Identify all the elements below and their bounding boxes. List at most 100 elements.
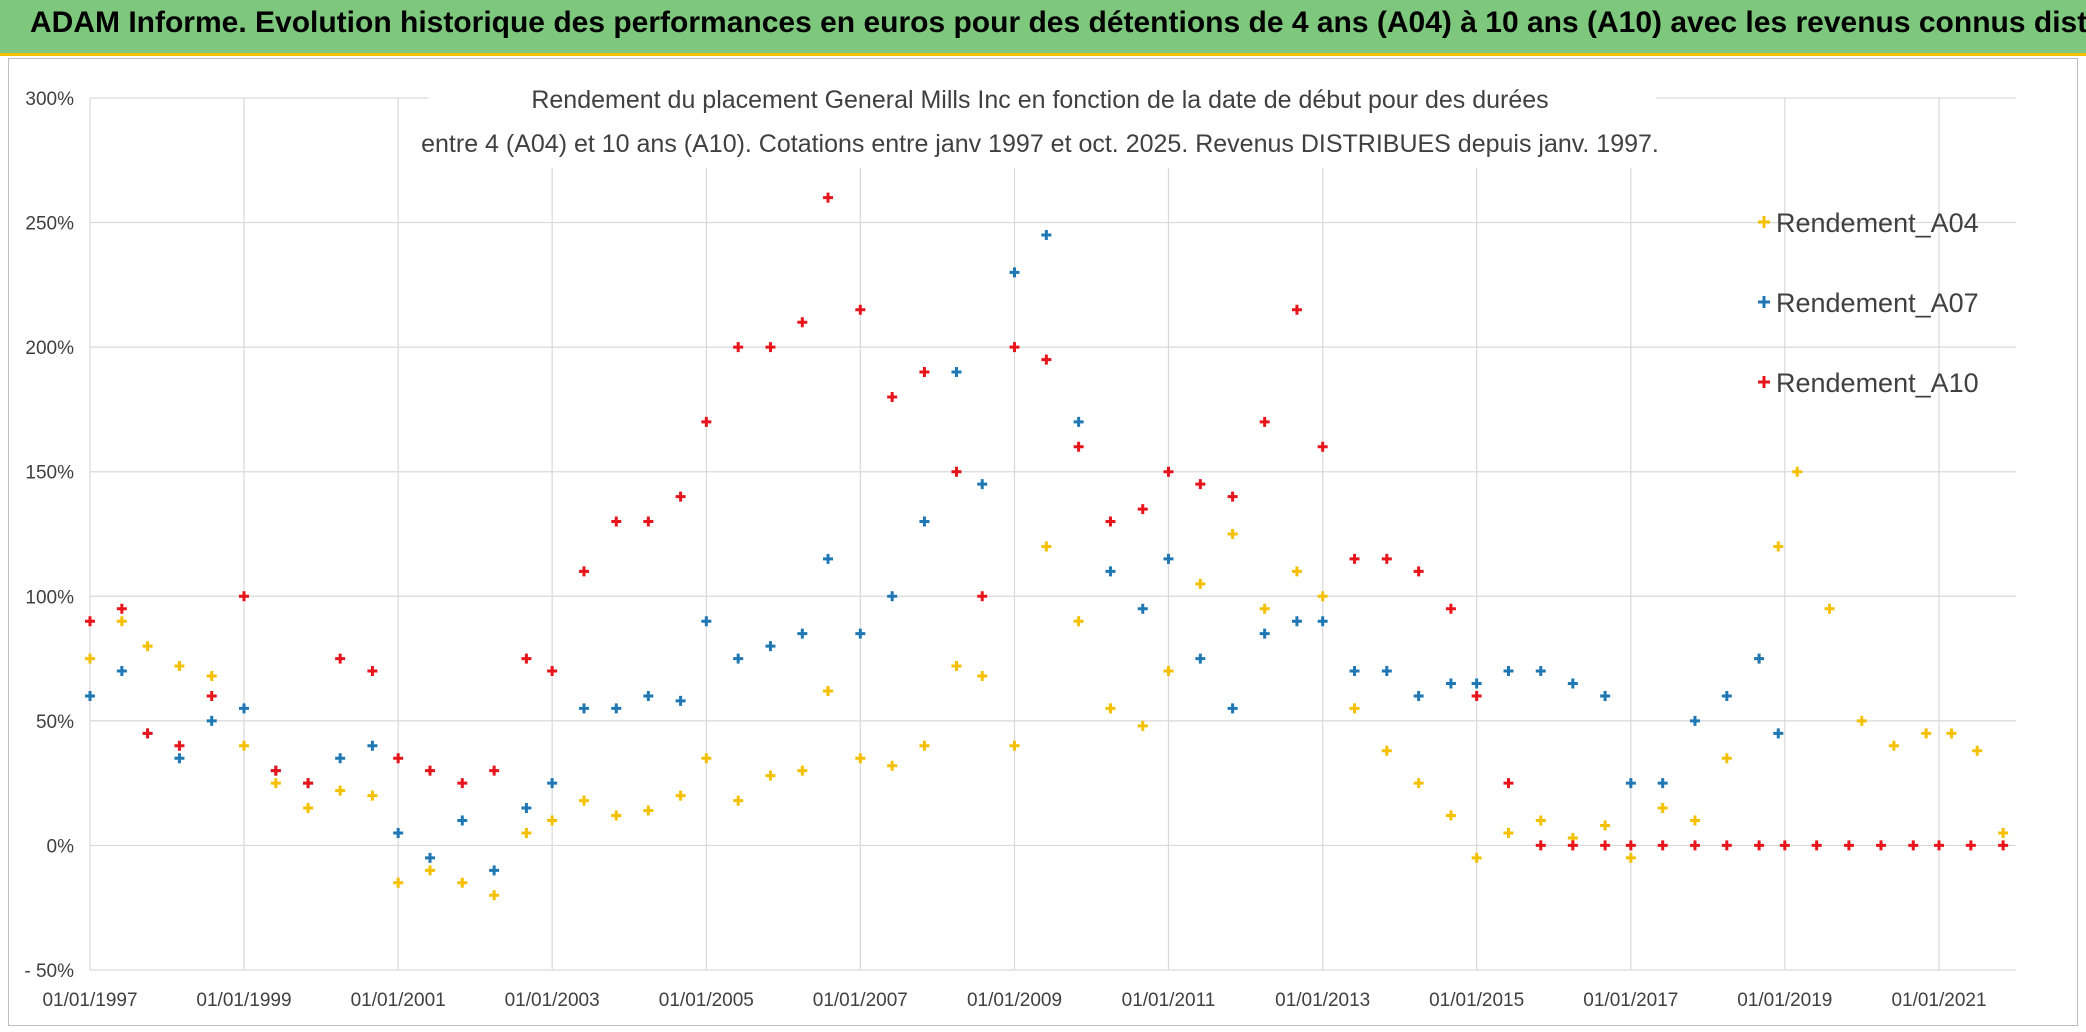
x-tick-label: 01/01/2003 [505, 990, 600, 1011]
data-point [919, 516, 930, 527]
data-point [335, 785, 346, 796]
data-point [887, 391, 898, 402]
data-point [238, 591, 249, 602]
y-tick-label: 200% [25, 338, 74, 359]
data-point [611, 810, 622, 821]
data-point [1291, 304, 1302, 315]
data-point [1972, 745, 1983, 756]
data-point [85, 653, 95, 664]
data-point [1471, 852, 1482, 863]
x-tick-label: 01/01/2021 [1891, 990, 1986, 1011]
data-point [1811, 840, 1822, 851]
data-point [457, 778, 468, 789]
data-point [206, 715, 217, 726]
data-point [335, 753, 346, 764]
data-point [1137, 603, 1148, 614]
data-point [142, 641, 153, 652]
data-point [1535, 666, 1546, 677]
data-point [457, 815, 468, 826]
data-point [1998, 827, 2009, 838]
data-point [1227, 529, 1238, 539]
data-point [1625, 852, 1636, 863]
data-point [1163, 553, 1174, 564]
data-point [1888, 740, 1899, 751]
data-point [1567, 678, 1578, 689]
series-Rendement_A10 [85, 192, 2009, 851]
data-point [1792, 466, 1803, 477]
x-tick-label: 01/01/2007 [813, 990, 908, 1011]
x-tick-label: 01/01/1999 [196, 990, 291, 1011]
data-point [733, 653, 744, 664]
data-point [393, 827, 404, 838]
data-point [1721, 690, 1732, 701]
data-point [1625, 778, 1636, 789]
data-point [1381, 553, 1392, 564]
legend-marker [1758, 296, 1770, 308]
data-point [823, 553, 834, 564]
data-point [489, 765, 500, 776]
data-point [578, 703, 589, 714]
data-point [1041, 230, 1052, 241]
data-point [855, 304, 866, 315]
data-point [1349, 703, 1360, 714]
data-point [977, 479, 988, 490]
data-point [1009, 740, 1020, 751]
data-point [425, 765, 436, 776]
data-point [1445, 603, 1456, 614]
data-point [1317, 441, 1328, 452]
data-point [765, 641, 776, 652]
data-point [887, 591, 898, 602]
y-tick-label: 100% [25, 587, 74, 608]
data-point [675, 491, 686, 502]
data-point [1105, 703, 1116, 714]
data-point [701, 416, 712, 427]
data-point [1754, 840, 1765, 851]
y-tick-label: 250% [25, 214, 74, 235]
data-point [643, 690, 654, 701]
data-point [1413, 778, 1424, 789]
data-point [1689, 715, 1700, 726]
data-point [1195, 479, 1206, 490]
data-point [303, 803, 314, 814]
data-point [1009, 267, 1020, 278]
data-point [335, 653, 346, 664]
data-point [1073, 441, 1084, 452]
data-point [1721, 753, 1732, 764]
data-point [1625, 840, 1636, 851]
data-point [547, 815, 558, 826]
data-point [1317, 591, 1328, 602]
data-point [1073, 616, 1084, 627]
data-point [521, 827, 532, 838]
data-point [1657, 803, 1668, 814]
x-tick-label: 01/01/2015 [1429, 990, 1524, 1011]
data-point [206, 690, 217, 701]
x-tick-label: 01/01/2005 [659, 990, 754, 1011]
data-point [457, 877, 468, 888]
data-point [1413, 566, 1424, 577]
data-point [174, 740, 185, 751]
data-point [1137, 504, 1148, 515]
data-point [855, 753, 866, 764]
data-point [1195, 578, 1206, 589]
data-point [142, 728, 153, 739]
legend-label: Rendement_A07 [1776, 288, 1979, 318]
legend-marker [1758, 216, 1770, 228]
y-tick-label: 0% [47, 836, 75, 857]
data-point [1471, 690, 1482, 701]
data-point [238, 703, 249, 714]
data-point [1600, 690, 1611, 701]
axis-tick-labels: - 50% 0% 50% 100% 150% 200% 250% 300% 01/01/1997… [24, 89, 1986, 1011]
header-banner: ADAM Informe. Evolution historique des p… [0, 0, 2086, 56]
data-point [643, 516, 654, 527]
data-point [1381, 745, 1392, 756]
data-point [489, 865, 500, 876]
data-point [1657, 778, 1668, 789]
y-tick-label: 300% [25, 89, 74, 110]
data-point [1998, 840, 2009, 851]
data-point [675, 695, 686, 706]
data-point [823, 685, 834, 696]
data-point [1413, 690, 1424, 701]
data-point [393, 753, 404, 764]
data-point [1163, 466, 1174, 477]
chart-subtitle-line-1: Rendement du placement General Mills Inc… [531, 86, 1548, 114]
